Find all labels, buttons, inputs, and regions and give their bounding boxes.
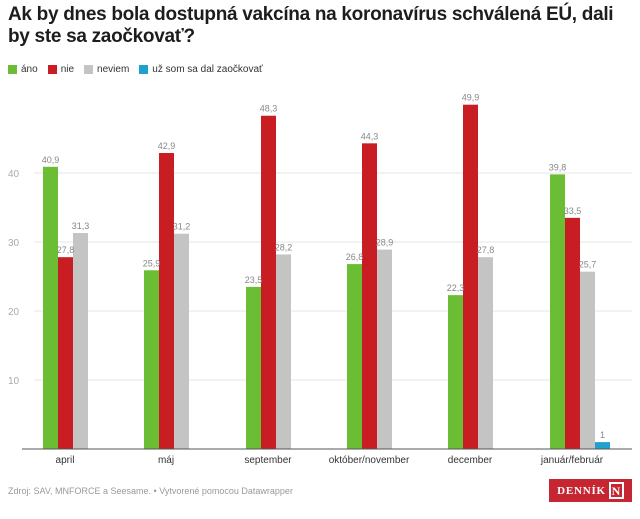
bar [580, 271, 595, 449]
gridlines: 10 20 30 40 [8, 169, 632, 387]
bar [550, 174, 565, 449]
y-tick-label: 10 [8, 376, 20, 387]
data-label: 40,9 [42, 155, 60, 165]
x-tick-label: október/november [329, 455, 410, 466]
value-labels: 40,9 27,8 31,3 25,9 42,9 31,2 23,5 48,3 28,2 26,8… [42, 93, 605, 440]
legend-item-neviem: neviem [84, 64, 129, 75]
bar [144, 270, 159, 449]
bar [73, 233, 88, 449]
data-label: 44,3 [361, 131, 379, 141]
source-footer: Zdroj: SAV, MNFORCE a Seesame. • Vytvore… [8, 486, 293, 496]
bar [595, 442, 610, 449]
x-tick-label: december [448, 455, 493, 466]
bars [43, 104, 610, 450]
x-tick-label: april [56, 455, 75, 466]
data-label: 27,8 [477, 245, 495, 255]
bar [43, 166, 58, 450]
legend-label-nie: nie [60, 64, 75, 75]
legend-item-ano: áno [8, 64, 38, 75]
x-tick-label: máj [158, 455, 174, 466]
bar [174, 233, 189, 449]
data-label: 48,3 [260, 104, 278, 114]
data-label: 23,5 [245, 275, 263, 285]
legend: áno nie neviem už som sa dal zaočkovať [8, 64, 263, 75]
legend-swatch-zaockovany [139, 65, 149, 74]
data-label: 27,8 [57, 245, 75, 255]
x-axis-labels: april máj september október/november decembe… [56, 455, 604, 466]
bar [478, 257, 493, 449]
bar [362, 143, 377, 449]
x-tick-label: september [244, 455, 292, 466]
legend-swatch-nie [47, 65, 57, 74]
data-label: 42,9 [158, 141, 176, 151]
legend-label-neviem: neviem [97, 64, 130, 75]
y-tick-label: 30 [8, 238, 20, 249]
legend-swatch-neviem [84, 65, 94, 74]
data-label: 31,3 [72, 221, 90, 231]
data-label: 22,3 [447, 283, 465, 293]
bar [159, 152, 174, 450]
data-label: 33,5 [564, 206, 582, 216]
bar [58, 257, 73, 449]
x-tick-label: január/február [540, 455, 604, 466]
data-label: 49,9 [462, 93, 480, 103]
bar [347, 264, 362, 449]
logo-n-mark: N [608, 482, 624, 499]
data-label: 28,2 [275, 242, 293, 252]
dennik-n-logo[interactable]: DENNÍK N [549, 479, 632, 502]
bar [276, 254, 291, 449]
data-label: 1 [600, 430, 605, 440]
bar [246, 286, 261, 449]
chart-title: Ak by dnes bola dostupná vakcína na koro… [8, 4, 614, 47]
legend-item-nie: nie [47, 64, 75, 75]
legend-swatch-ano [8, 65, 17, 74]
legend-item-zaockovany: už som sa dal zaočkovať [139, 64, 263, 75]
bar [565, 217, 580, 449]
legend-label-ano: áno [21, 64, 38, 75]
y-tick-label: 40 [8, 169, 20, 180]
bar [463, 104, 478, 449]
data-label: 39,8 [549, 162, 567, 172]
data-label: 31,2 [173, 222, 191, 232]
bar [377, 249, 392, 449]
bar [261, 115, 276, 449]
data-label: 25,9 [143, 258, 161, 268]
data-label: 25,7 [579, 260, 597, 270]
data-label: 26,8 [346, 252, 364, 262]
bar [448, 295, 463, 449]
data-label: 28,9 [376, 238, 394, 248]
y-tick-label: 20 [8, 307, 20, 318]
logo-text: DENNÍK [557, 484, 606, 497]
legend-label-zaockovany: už som sa dal zaočkovať [152, 64, 263, 75]
